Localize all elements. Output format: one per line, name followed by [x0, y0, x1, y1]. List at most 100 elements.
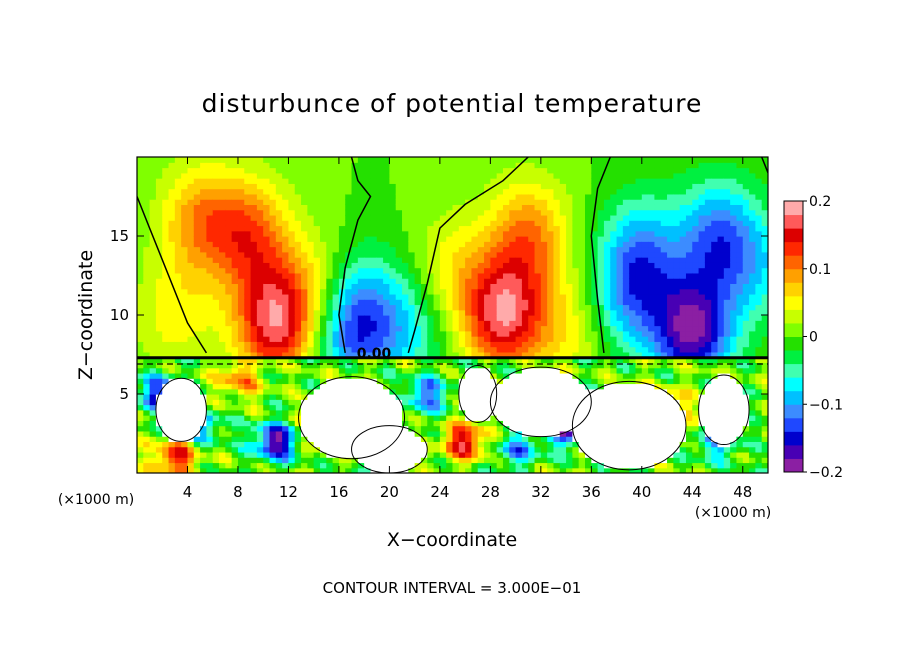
field-cell [332, 388, 340, 395]
field-cell [496, 351, 504, 358]
field-cell [338, 362, 346, 369]
field-cell [370, 209, 378, 216]
field-cell [521, 220, 529, 227]
field-cell [332, 272, 340, 279]
field-cell [572, 425, 580, 432]
field-cell [420, 330, 428, 337]
field-cell [143, 172, 151, 179]
field-cell [351, 378, 359, 385]
field-cell [458, 383, 466, 390]
field-cell [155, 193, 163, 200]
field-cell [263, 399, 271, 406]
field-cell [212, 346, 220, 353]
field-cell [200, 241, 208, 248]
field-cell [219, 325, 226, 332]
field-cell [591, 341, 599, 348]
field-cell [509, 267, 517, 274]
field-cell [458, 199, 466, 205]
field-cell [389, 462, 397, 469]
field-cell [458, 451, 466, 458]
field-cell [326, 225, 334, 232]
field-cell [301, 304, 308, 311]
field-cell [301, 457, 308, 464]
field-cell [237, 283, 245, 290]
field-cell [490, 293, 498, 300]
field-cell [648, 320, 656, 327]
field-cell [496, 246, 504, 253]
field-cell [137, 446, 144, 453]
field-cell [477, 467, 485, 473]
field-cell [641, 320, 649, 327]
field-cell [591, 225, 599, 232]
field-cell [288, 257, 296, 263]
field-cell [301, 420, 308, 427]
field-cell [307, 246, 315, 253]
field-cell [250, 293, 258, 300]
field-cell [143, 325, 151, 332]
field-cell [572, 225, 580, 232]
field-cell [376, 230, 384, 237]
field-cell [256, 278, 264, 284]
field-cell [383, 183, 390, 190]
field-cell [225, 162, 233, 169]
field-cell [301, 415, 308, 421]
field-cell [616, 415, 624, 421]
field-cell [471, 257, 479, 263]
field-cell [275, 172, 283, 179]
field-cell [212, 420, 220, 427]
field-cell [307, 404, 315, 411]
field-cell [433, 199, 441, 205]
field-cell [547, 188, 555, 195]
field-cell [427, 467, 435, 473]
field-cell [515, 341, 523, 348]
field-cell [200, 220, 208, 227]
field-cell [591, 320, 599, 327]
field-cell [282, 320, 290, 327]
field-cell [282, 304, 290, 311]
field-cell [364, 288, 372, 295]
field-cell [357, 272, 365, 279]
field-cell [603, 267, 611, 274]
field-cell [269, 336, 277, 342]
field-cell [420, 441, 428, 448]
field-cell [338, 372, 346, 379]
field-cell [654, 441, 662, 448]
field-cell [553, 162, 561, 169]
field-cell [452, 325, 460, 332]
field-cell [301, 378, 308, 385]
field-cell [648, 388, 656, 395]
field-cell [433, 378, 441, 385]
field-cell [313, 346, 321, 353]
field-cell [206, 394, 214, 400]
field-cell [288, 441, 296, 448]
field-cell [351, 293, 359, 300]
field-cell [641, 236, 649, 242]
field-cell [263, 336, 271, 342]
field-cell [200, 404, 208, 411]
field-cell [250, 309, 258, 316]
field-cell [597, 315, 605, 321]
field-cell [521, 246, 529, 253]
field-cell [496, 220, 504, 227]
field-cell [219, 157, 226, 163]
field-cell [471, 436, 479, 442]
field-cell [496, 251, 504, 258]
field-cell [383, 293, 390, 300]
field-cell [137, 394, 144, 400]
field-cell [149, 420, 157, 427]
field-cell [509, 315, 517, 321]
field-cell [439, 409, 447, 416]
field-cell [622, 309, 630, 316]
field-cell [319, 278, 327, 284]
field-cell [515, 436, 523, 442]
field-cell [187, 457, 195, 464]
field-cell [585, 204, 592, 211]
field-cell [446, 183, 454, 190]
field-cell [282, 272, 290, 279]
field-cell [553, 446, 561, 453]
field-cell [162, 251, 170, 258]
field-cell [219, 199, 226, 205]
field-cell [597, 451, 605, 458]
field-cell [370, 362, 378, 369]
field-cell [256, 425, 264, 432]
